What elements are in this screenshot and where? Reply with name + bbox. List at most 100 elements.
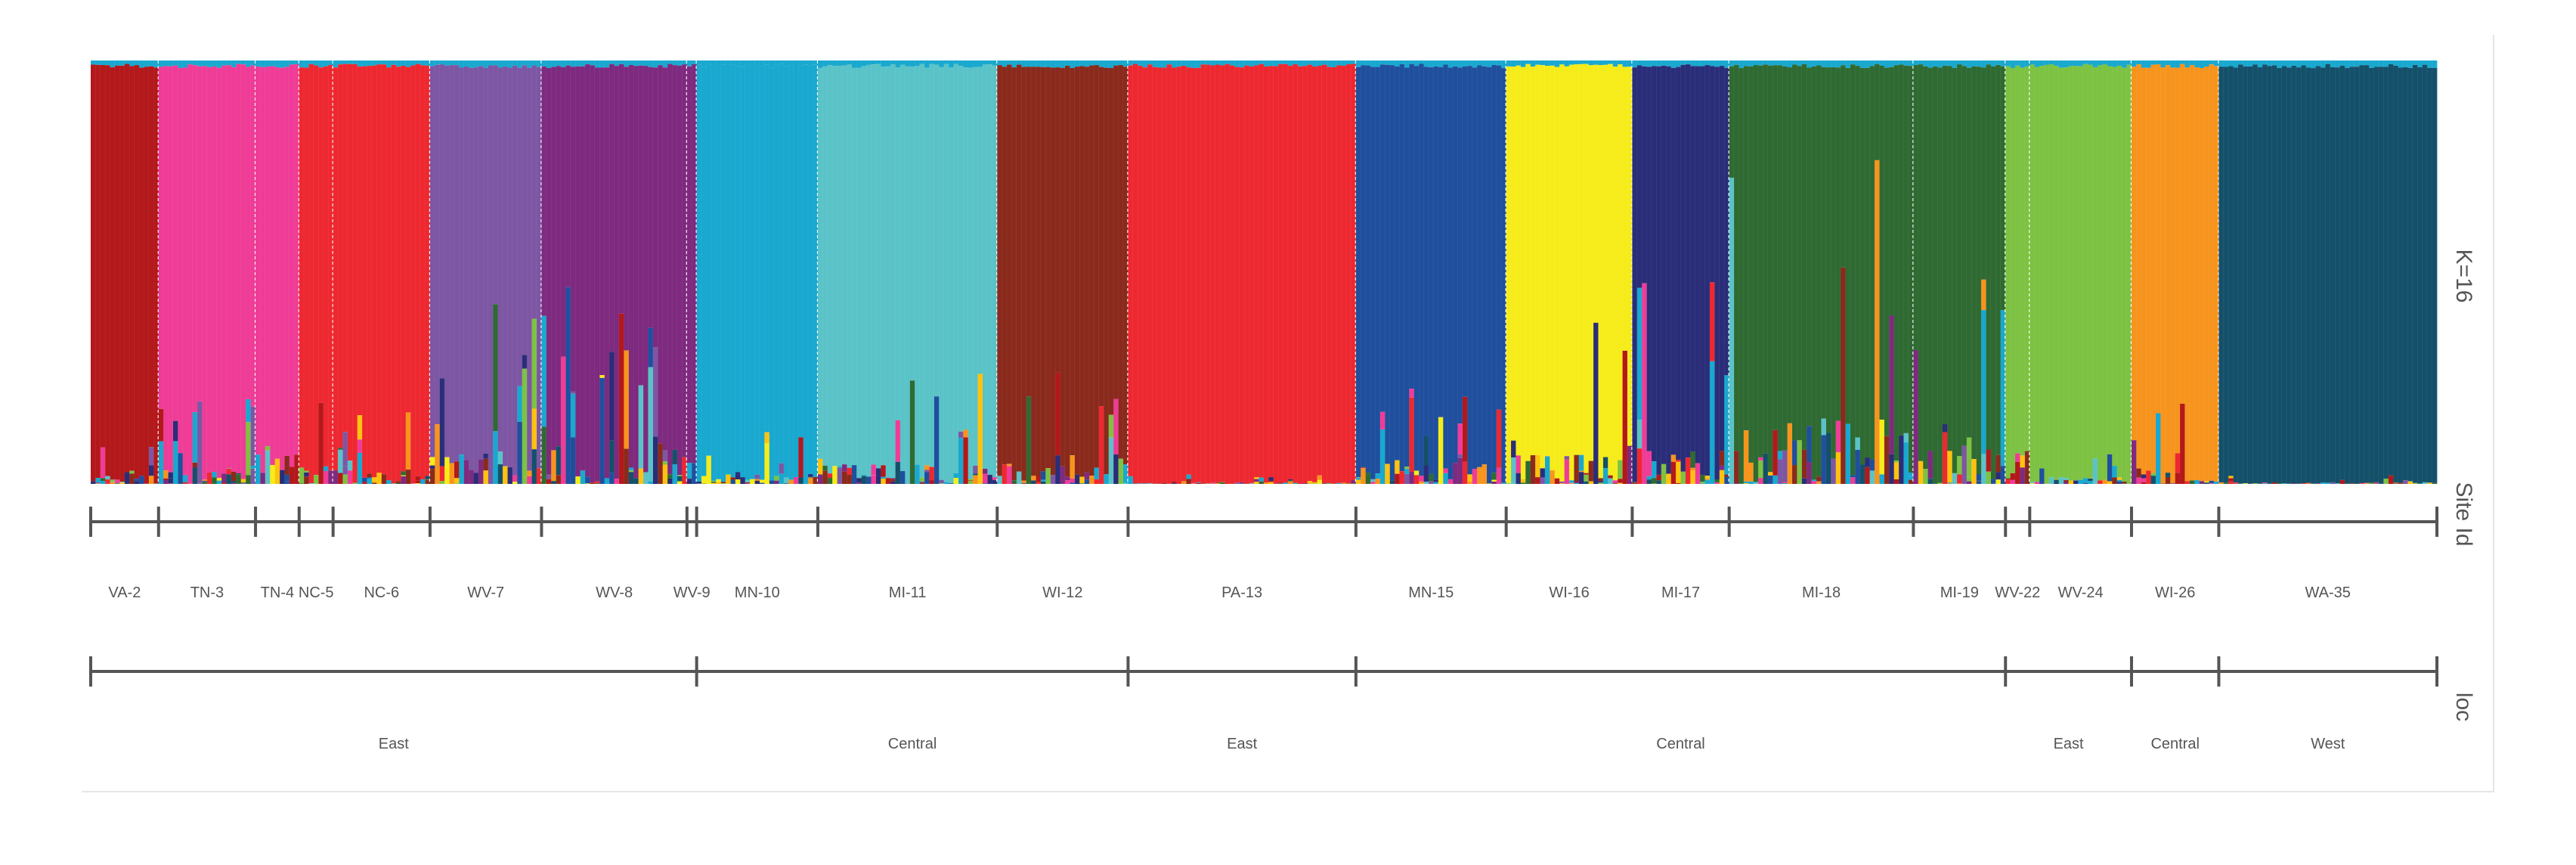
membership-segment [1743, 430, 1749, 482]
membership-segment [856, 60, 862, 68]
membership-segment [1404, 67, 1410, 467]
individual-bar [541, 60, 547, 484]
membership-segment [1166, 64, 1172, 484]
membership-segment [881, 465, 887, 477]
membership-segment [2170, 60, 2176, 68]
individual-bar [1254, 60, 1259, 484]
membership-segment [182, 482, 188, 484]
membership-segment [711, 482, 717, 484]
membership-segment [299, 483, 305, 484]
membership-segment [943, 64, 949, 482]
individual-bar [100, 60, 106, 484]
membership-segment [1138, 65, 1144, 484]
membership-segment [1685, 457, 1691, 484]
individual-bar [827, 60, 833, 484]
membership-segment [1365, 60, 1371, 66]
membership-segment [2330, 482, 2336, 484]
membership-segment [284, 455, 290, 475]
membership-segment [1797, 440, 1803, 484]
membership-segment [1845, 60, 1851, 68]
membership-segment [206, 67, 212, 473]
membership-segment [429, 66, 435, 457]
individual-bar [2218, 60, 2225, 484]
membership-segment [105, 476, 111, 480]
membership-segment [2427, 67, 2432, 483]
membership-segment [2165, 476, 2171, 484]
membership-segment [1927, 479, 1934, 484]
membership-segment [1070, 60, 1076, 68]
individual-bar [216, 60, 222, 484]
membership-segment [667, 60, 673, 64]
individual-bar [1690, 60, 1696, 484]
membership-segment [134, 481, 140, 484]
individual-bar [2068, 60, 2074, 484]
membership-segment [1496, 60, 1502, 66]
membership-segment [1379, 60, 1386, 65]
membership-segment [963, 67, 969, 430]
individual-bar [2098, 60, 2103, 484]
membership-segment [1123, 464, 1129, 483]
membership-segment [1108, 67, 1114, 415]
membership-segment [1642, 60, 1648, 67]
membership-segment [2098, 60, 2103, 66]
membership-segment [1021, 483, 1027, 484]
membership-segment [1007, 466, 1012, 484]
membership-segment [1942, 65, 1948, 425]
membership-segment [2180, 64, 2185, 404]
membership-segment [2048, 60, 2054, 64]
membership-segment [1351, 60, 1357, 64]
membership-segment [2243, 483, 2249, 484]
membership-segment [1070, 482, 1076, 484]
membership-segment [1743, 66, 1749, 431]
individual-bar [793, 60, 799, 484]
membership-segment [2030, 482, 2036, 484]
membership-segment [1094, 65, 1100, 468]
individual-bar [2165, 60, 2171, 484]
membership-segment [1040, 481, 1046, 484]
membership-segment [537, 468, 542, 484]
membership-segment [1530, 67, 1536, 456]
membership-segment [2082, 60, 2088, 64]
membership-segment [1835, 452, 1841, 475]
membership-segment [599, 67, 605, 376]
membership-segment [2228, 481, 2234, 484]
membership-segment [401, 65, 407, 472]
membership-segment [1506, 66, 1512, 484]
membership-segment [206, 60, 212, 67]
membership-segment [1327, 483, 1333, 484]
individual-bar [2204, 60, 2209, 484]
membership-segment [2054, 66, 2060, 479]
membership-segment [643, 60, 649, 67]
individual-bar [953, 60, 959, 484]
membership-segment [1244, 65, 1250, 484]
membership-segment [1841, 65, 1846, 268]
membership-segment [2068, 66, 2074, 481]
membership-segment [1336, 483, 1342, 484]
membership-segment [2073, 481, 2079, 484]
individual-bar [1782, 60, 1788, 484]
membership-segment [1346, 60, 1351, 65]
individual-bar [847, 60, 853, 484]
membership-segment [2034, 67, 2040, 482]
membership-segment [1089, 476, 1094, 484]
membership-segment [168, 66, 174, 473]
membership-segment [2199, 481, 2205, 484]
individual-bar [779, 60, 785, 484]
membership-segment [2175, 473, 2181, 484]
membership-segment [1777, 451, 1783, 460]
membership-segment [1104, 474, 1110, 484]
individual-bar [1913, 60, 1919, 484]
membership-segment [1612, 483, 1618, 484]
membership-segment [1588, 65, 1594, 461]
individual-bar [1990, 60, 1996, 484]
membership-segment [2349, 482, 2355, 484]
membership-segment [977, 403, 983, 484]
membership-segment [1065, 476, 1070, 481]
membership-segment [1875, 160, 1880, 484]
membership-segment [2305, 482, 2311, 484]
membership-segment [1317, 475, 1323, 480]
individual-bar [2393, 60, 2399, 484]
individual-bar [1409, 60, 1415, 484]
individual-bar [2427, 60, 2432, 484]
individual-bar [2170, 60, 2176, 484]
